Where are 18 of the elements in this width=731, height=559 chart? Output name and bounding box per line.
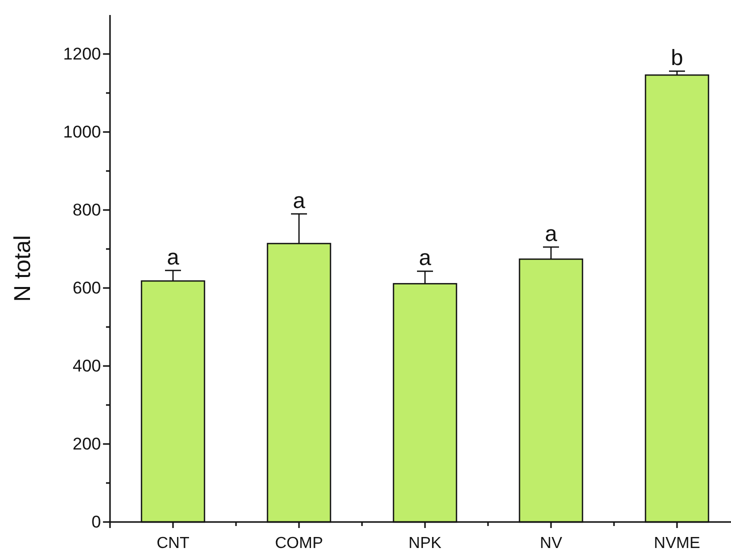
- x-tick-label: CNT: [156, 534, 190, 552]
- x-tick-label: COMP: [275, 534, 323, 552]
- annotation: a: [544, 221, 558, 246]
- y-tick-label: 1000: [63, 122, 101, 142]
- y-tick-label: 1200: [63, 44, 101, 64]
- y-axis-title: N total: [9, 235, 35, 302]
- annotation: a: [166, 244, 180, 270]
- x-tick-label: NV: [540, 534, 562, 552]
- annotation: b: [670, 45, 684, 70]
- y-tick-label: 800: [72, 200, 101, 220]
- y-tick-label: 400: [72, 356, 101, 376]
- y-tick-label: 0: [92, 512, 101, 532]
- annotation: a: [292, 188, 306, 213]
- y-tick-label: 200: [72, 434, 101, 454]
- x-tick-label: NVME: [654, 534, 700, 552]
- x-tick-label: NPK: [408, 534, 442, 552]
- annotation: a: [418, 245, 432, 270]
- y-tick-label: 600: [72, 278, 101, 298]
